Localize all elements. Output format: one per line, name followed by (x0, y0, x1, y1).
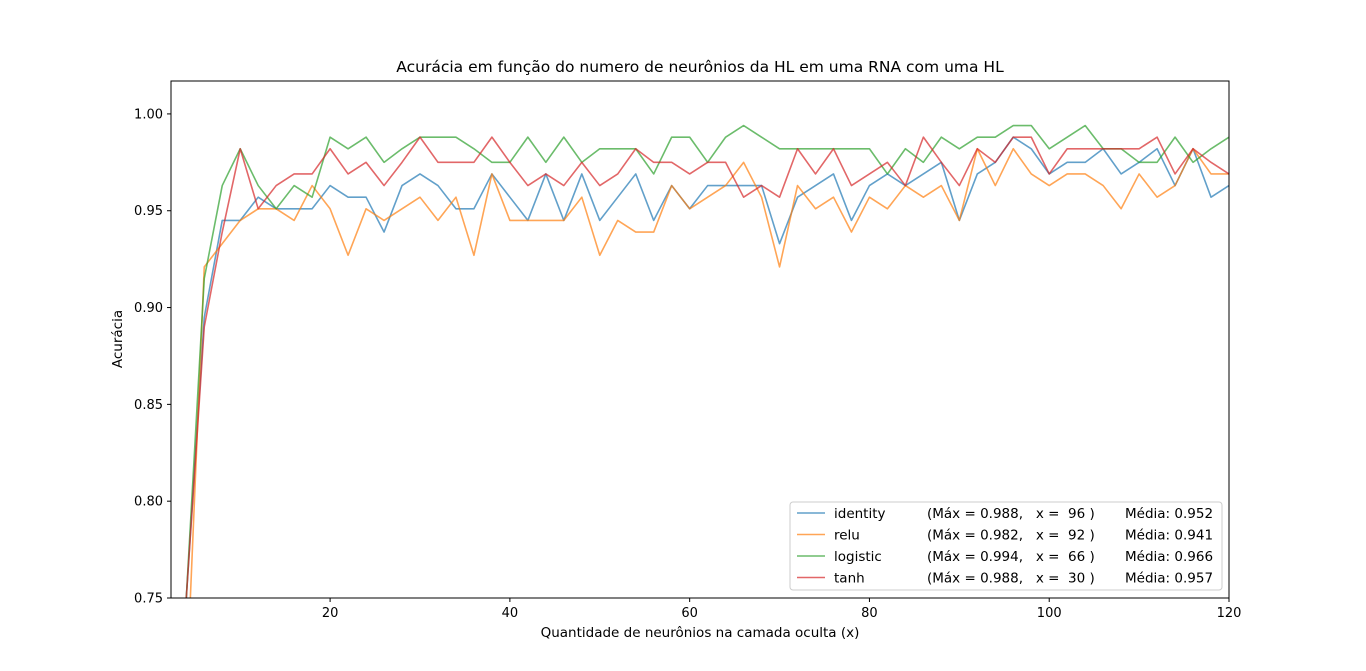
x-tick-label: 80 (861, 606, 878, 621)
legend-mean: Média: 0.957 (1125, 571, 1213, 587)
x-tick-label: 40 (502, 606, 519, 621)
series-layer (185, 124, 1229, 598)
legend-label: relu (834, 528, 860, 544)
y-axis-label: Acurácia (110, 310, 126, 368)
series-line-tanh (185, 136, 1229, 598)
legend-stats: (Máx = 0.988, x = 30 ) (927, 571, 1095, 587)
legend-label: logistic (834, 549, 882, 565)
y-axis: 0.75 0.80 0.85 0.90 0.95 1.00 (134, 107, 171, 607)
legend: identity (Máx = 0.988, x = 96 ) Média: 0.9… (789, 501, 1223, 591)
legend-stats: (Máx = 0.994, x = 66 ) (927, 549, 1095, 565)
legend-stats: (Máx = 0.982, x = 92 ) (927, 528, 1095, 544)
legend-label: tanh (834, 571, 865, 587)
x-tick-label: 60 (681, 606, 698, 621)
x-tick-label: 20 (322, 606, 339, 621)
legend-mean: Média: 0.952 (1125, 506, 1213, 522)
y-tick-label: 0.85 (134, 398, 163, 413)
series-line-identity (185, 136, 1229, 598)
y-tick-label: 0.90 (134, 301, 163, 316)
x-tick-label: 120 (1217, 606, 1242, 621)
plot-frame (170, 80, 1230, 599)
legend-mean: Média: 0.941 (1125, 528, 1213, 544)
chart-title: Acurácia em função do numero de neurônio… (396, 58, 1004, 76)
series-line-relu (189, 147, 1229, 598)
y-tick-label: 0.80 (134, 495, 163, 510)
legend-stats: (Máx = 0.988, x = 96 ) (927, 506, 1095, 522)
legend-label: identity (834, 506, 886, 522)
x-tick-label: 100 (1037, 606, 1062, 621)
y-tick-label: 0.95 (134, 204, 163, 219)
legend-box (789, 501, 1223, 591)
x-axis: 20 40 60 80 100 120 (322, 598, 1242, 621)
legend-mean: Média: 0.966 (1125, 549, 1213, 565)
y-tick-label: 1.00 (134, 107, 163, 122)
y-tick-label: 0.75 (134, 592, 163, 607)
x-axis-label: Quantidade de neurônios na camada oculta… (541, 625, 860, 641)
